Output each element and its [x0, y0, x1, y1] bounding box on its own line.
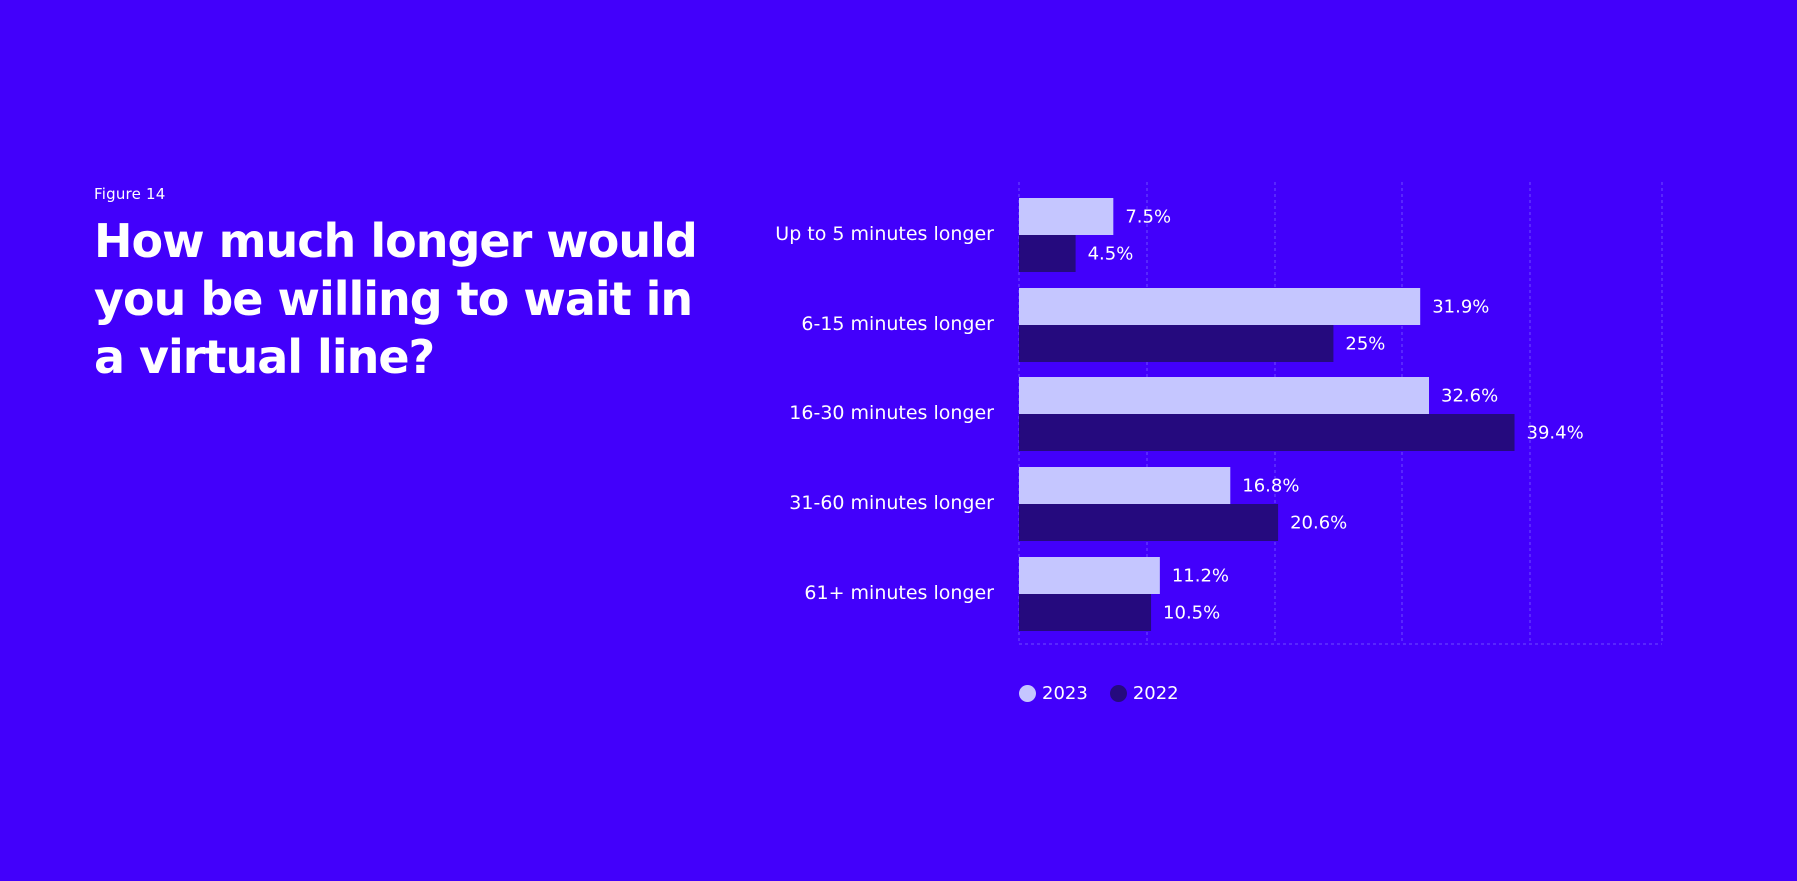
category-label: 31-60 minutes longer: [789, 492, 994, 514]
data-label-2022-3: 20.6%: [1290, 513, 1347, 534]
legend: 2023 2022: [1019, 683, 1201, 704]
bar-2022-4: [1019, 594, 1152, 631]
figure-label: Figure 14: [94, 185, 166, 203]
legend-item-2022: 2022: [1109, 683, 1179, 704]
data-label-2023-4: 11.2%: [1172, 566, 1229, 587]
labels: Up to 5 minutes longer 7.5% 4.5% 6-15 minut…: [775, 207, 1583, 624]
legend-swatch-2023: [1019, 685, 1036, 702]
chart-title: How much longer would you be willing to …: [94, 214, 698, 384]
category-label: 6-15 minutes longer: [801, 313, 994, 335]
category-label: 61+ minutes longer: [804, 582, 994, 604]
bar-2022-1: [1019, 325, 1334, 362]
bar-2023-4: [1019, 557, 1160, 594]
bars: [1019, 198, 1515, 631]
legend-label-2022: 2022: [1132, 683, 1179, 704]
legend-swatch-2022: [1109, 685, 1127, 702]
legend-item-2023: 2023: [1019, 683, 1088, 704]
data-label-2022-4: 10.5%: [1163, 603, 1220, 624]
data-label-2023-1: 31.9%: [1432, 297, 1489, 318]
bar-2023-2: [1019, 377, 1429, 414]
data-label-2022-2: 39.4%: [1527, 423, 1584, 444]
bar-2022-2: [1019, 414, 1515, 451]
bar-2023-1: [1019, 288, 1421, 325]
bar-2023-3: [1019, 467, 1231, 504]
category-label: 16-30 minutes longer: [789, 402, 994, 424]
data-label-2023-2: 32.6%: [1441, 386, 1498, 407]
bar-2023-0: [1019, 198, 1114, 235]
category-label: Up to 5 minutes longer: [775, 223, 994, 245]
legend-label-2023: 2023: [1042, 683, 1088, 704]
data-label-2022-1: 25%: [1345, 334, 1385, 355]
data-label-2022-0: 4.5%: [1088, 244, 1134, 265]
bar-2022-3: [1019, 504, 1279, 541]
data-label-2023-3: 16.8%: [1242, 476, 1299, 497]
bar-2022-0: [1019, 235, 1076, 272]
data-label-2023-0: 7.5%: [1125, 207, 1171, 228]
